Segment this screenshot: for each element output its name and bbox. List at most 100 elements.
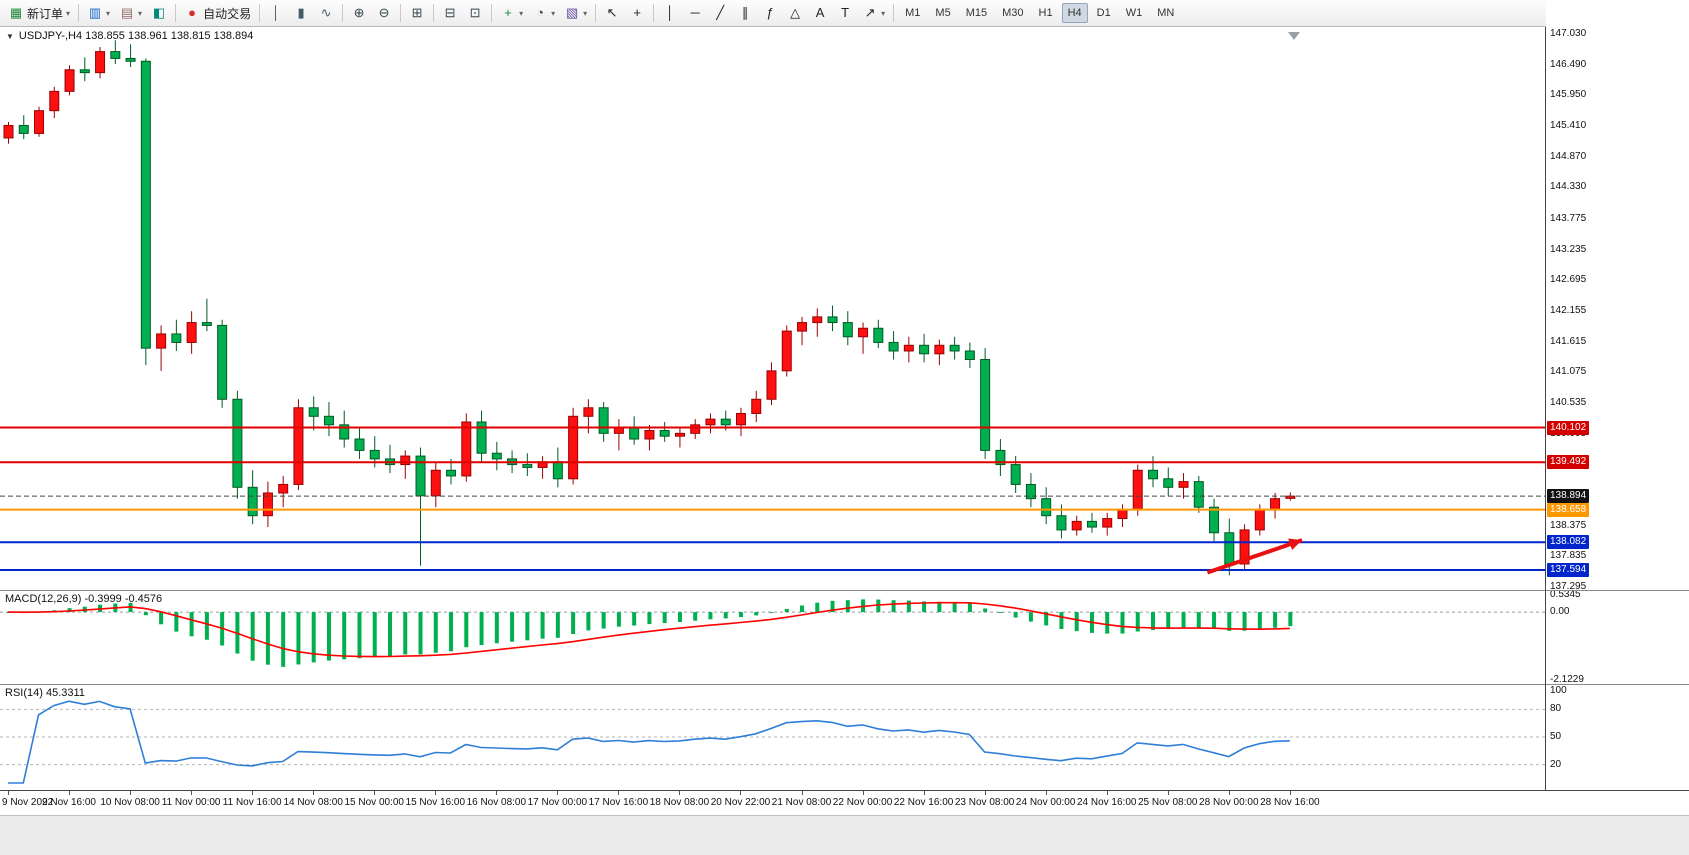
cursor-icon: ↖ [606,5,618,20]
zoom-in-button[interactable]: ⊕ [347,2,371,24]
time-axis-label: 23 Nov 08:00 [954,797,1015,808]
candle [64,65,75,96]
zoom-out-icon: ⊖ [378,5,390,20]
arrange-charts-button[interactable]: ⊡ [463,2,487,24]
timeframe-button-h4[interactable]: H4 [1061,3,1088,23]
time-axis-tick [984,791,986,795]
candle [812,308,823,337]
rsi-panel[interactable]: RSI(14) 45.3311 [0,685,1545,790]
timeframe-button-w1[interactable]: W1 [1125,7,1143,19]
templates-button[interactable]: ▧ ▾ [560,2,591,24]
label-tool-button[interactable]: T [833,2,857,24]
bar-chart-mode-button[interactable]: │ [264,2,288,24]
time-axis-label: 14 Nov 08:00 [283,797,343,808]
arrows-tool-button[interactable]: ↗ ▾ [858,2,889,24]
new-chart-button[interactable]: ▥ ▾ [83,2,114,24]
periods-button[interactable]: ◔ ▾ [528,2,559,24]
auto-arrange-button[interactable]: ⊟ [438,2,462,24]
channel-tool-icon: ∥ [741,5,749,20]
price-level-badge: 139.492 [1547,455,1590,470]
rsi-line [8,700,1290,784]
time-axis-label: 21 Nov 08:00 [771,797,832,808]
time-axis-tick [1045,791,1047,795]
new-order-button[interactable]: ▦ 新订单 ▾ [4,2,74,24]
shapes-tool-button[interactable]: △ [783,2,807,24]
horizontal-line-tool-button[interactable]: ─ [683,2,707,24]
trendline-tool-button[interactable]: ╱ [708,2,732,24]
macd-histogram-bar [800,605,805,613]
macd-axis-label: 0.00 [1550,606,1570,618]
candle [125,44,136,67]
label-tool-icon: T [841,5,850,20]
price-axis[interactable]: 147.030 146.490 145.950 145.410 144.870 144.3… [1546,0,1689,815]
timeframe-button-m30[interactable]: M30 [1002,7,1024,19]
fibonacci-tool-button[interactable]: ƒ [758,2,782,24]
text-tool-button[interactable]: A [808,2,832,24]
macd-histogram-bar [433,612,438,653]
axis-border [1545,27,1546,790]
macd-histogram-bar [281,612,286,667]
macd-histogram-bar [708,612,713,620]
time-axis[interactable]: 9 Nov 2022 9 Nov 16:00 10 Nov 08:00 11 Nov … [0,791,1689,815]
macd-histogram-bar [357,612,362,659]
candlestick-chart[interactable] [0,27,1545,590]
channel-tool-button[interactable]: ∥ [733,2,757,24]
timeframe-button-h1[interactable]: H1 [1038,7,1053,19]
time-axis-label: 9 Nov 16:00 [42,797,96,808]
candle [171,319,182,351]
macd-histogram-bar [952,602,957,613]
price-tick-label: 145.410 [1550,120,1587,132]
profiles-button[interactable]: ▤ ▾ [115,2,146,24]
macd-histogram-bar [510,612,515,642]
macd-histogram-bar [1242,612,1247,631]
time-axis-label: 10 Nov 08:00 [100,797,160,808]
indicators-button[interactable]: + ▾ [496,2,527,24]
time-axis-tick [740,791,742,795]
macd-histogram-bar [159,612,164,625]
timeframe-button-d1[interactable]: D1 [1096,7,1111,19]
time-axis-label: 11 Nov 16:00 [222,797,282,808]
candle [949,336,960,360]
rsi-chart[interactable] [0,685,1545,790]
macd-histogram-bar [922,601,927,613]
macd-chart[interactable] [0,591,1545,684]
crosshair-button[interactable]: + [625,2,649,24]
toolbar-separator [893,4,895,22]
timeframe-button-m5[interactable]: M5 [935,7,951,19]
timeframe-button-m1[interactable]: M1 [905,7,921,19]
timeframe-button-m15[interactable]: M15 [965,7,988,19]
time-axis-label: 18 Nov 08:00 [649,797,710,808]
candle [751,390,762,422]
macd-histogram-bar [891,600,896,613]
macd-histogram-bar [1013,612,1018,618]
macd-histogram-bar [1120,612,1125,634]
periods-icon: ◔ [536,5,545,20]
macd-histogram-bar [769,612,774,614]
auto-trading-button[interactable]: ● 自动交易 [180,2,255,24]
tile-windows-button[interactable]: ⊞ [405,2,429,24]
vertical-line-tool-button[interactable]: │ [658,2,682,24]
price-tick-label: 140.535 [1550,396,1587,408]
data-window-button[interactable]: ◧ [147,2,171,24]
cursor-button[interactable]: ↖ [600,2,624,24]
price-tick-label: 144.330 [1550,181,1587,193]
candle [49,86,60,119]
zoom-out-button[interactable]: ⊖ [372,2,396,24]
macd-histogram-bar [1059,612,1064,629]
new-order-label: 新订单 [27,6,64,21]
macd-panel[interactable]: MACD(12,26,9) -0.3999 -0.4576 [0,591,1545,684]
timeframe-button-mn[interactable]: MN [1157,7,1175,19]
macd-histogram-bar [265,612,270,665]
trend-arrow-annotation[interactable] [1206,538,1303,575]
candle [1270,492,1281,519]
chart-title-marker-icon[interactable]: ▼ [6,31,14,41]
text-tool-icon: A [815,5,825,20]
price-tick-label: 142.695 [1550,274,1587,286]
macd-histogram-bar [296,612,301,665]
macd-label: MACD(12,26,9) -0.3999 -0.4576 [5,593,163,605]
macd-histogram-bar [998,612,1003,614]
candlestick-mode-button[interactable]: ▮ [289,2,313,24]
price-chart-panel[interactable]: ▼ USDJPY-,H4 138.855 138.961 138.815 138… [0,27,1545,590]
macd-histogram-bar [174,612,179,632]
line-chart-mode-button[interactable]: ∿ [314,2,338,24]
